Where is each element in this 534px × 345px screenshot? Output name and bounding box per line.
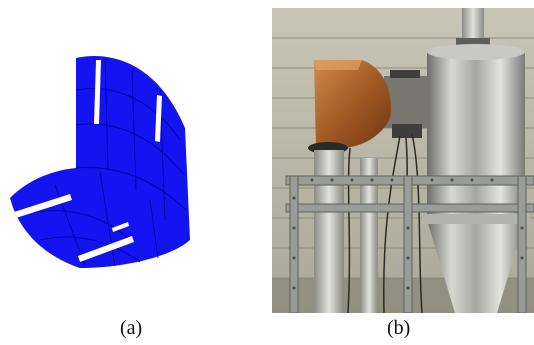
- caption-a: (a): [120, 317, 143, 339]
- panel-a: [0, 0, 265, 300]
- caption-b: (b): [387, 317, 411, 339]
- blue-elbow-duct-model-icon: [10, 55, 190, 268]
- copper-elbow-and-cyclone-photo: [272, 8, 534, 313]
- panel-b: [272, 8, 534, 313]
